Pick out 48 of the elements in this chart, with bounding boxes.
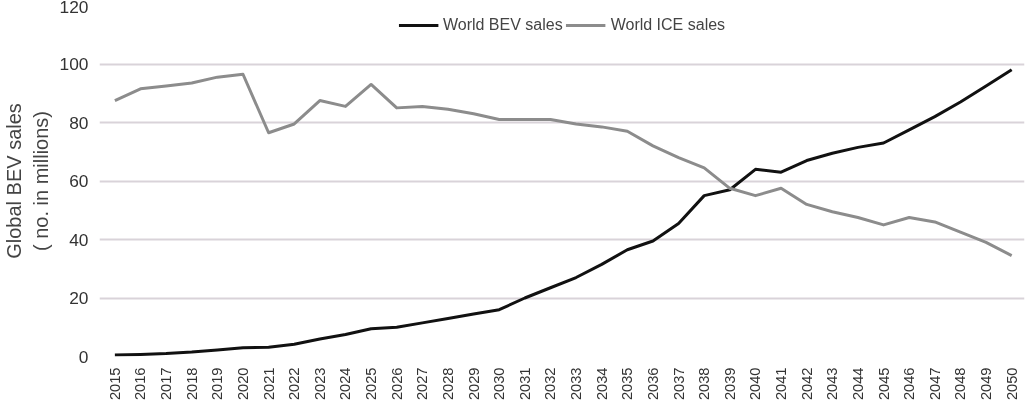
x-tick-label: 2034 [593,367,610,401]
x-tick-label: 2019 [209,367,226,401]
line-series [113,72,1014,258]
x-tick-label: 2017 [158,367,175,401]
x-tick-label: 2045 [875,367,892,401]
x-tick-label: 2032 [542,367,559,401]
x-tick-label: 2015 [106,367,123,401]
x-tick-label: 2027 [414,367,431,401]
x-tick-label: 2042 [798,367,815,401]
legend-label: World BEV sales [442,16,563,34]
y-tick-label: 100 [59,54,89,74]
x-tick-label: 2024 [337,367,354,401]
y-tick-label: 80 [69,112,89,133]
legend-label: World ICE sales [610,16,726,34]
x-tick-label: 2038 [696,367,713,401]
x-tick-label: 2031 [516,367,533,401]
x-tick-label: 2050 [1003,367,1020,401]
x-tick-label: 2035 [619,367,636,401]
y-axis-title: Global BEV sales ( no. in millions) [3,103,52,259]
x-tick-label: 2047 [926,367,943,401]
x-tick-label: 2016 [132,367,149,401]
y-tick-label: 120 [59,0,89,17]
x-tick-label: 2022 [286,367,303,401]
x-tick-label: 2043 [824,367,841,401]
x-tick-label: 2048 [952,367,969,401]
x-tick-label: 2026 [388,367,405,401]
x-tick-label: 2021 [260,367,277,401]
x-tick-label: 2020 [234,367,251,401]
y-tick-label: 0 [78,346,89,367]
x-tick-label: 2040 [747,367,764,401]
x-tick-label: 2023 [311,367,328,401]
x-tick-label: 2028 [439,367,456,401]
x-tick-label: 2046 [901,367,918,401]
x-tick-label: 2018 [183,367,200,401]
x-tick-label: 2033 [568,367,585,401]
y-tick-label: 20 [69,288,89,308]
x-tick-label: 2029 [465,367,482,401]
y-tick-label: 40 [69,229,89,250]
x-tick-label: 2025 [363,367,380,401]
line-series [113,68,1014,357]
x-tick-label: 2037 [670,367,687,401]
x-tick-label: 2030 [491,367,508,401]
x-tick-label: 2044 [849,367,866,401]
x-tick-label: 2036 [644,367,661,401]
y-tick-label: 60 [69,171,89,191]
x-tick-label: 2041 [773,367,790,401]
x-tick-label: 2049 [978,367,995,401]
x-tick-label: 2039 [721,367,738,401]
